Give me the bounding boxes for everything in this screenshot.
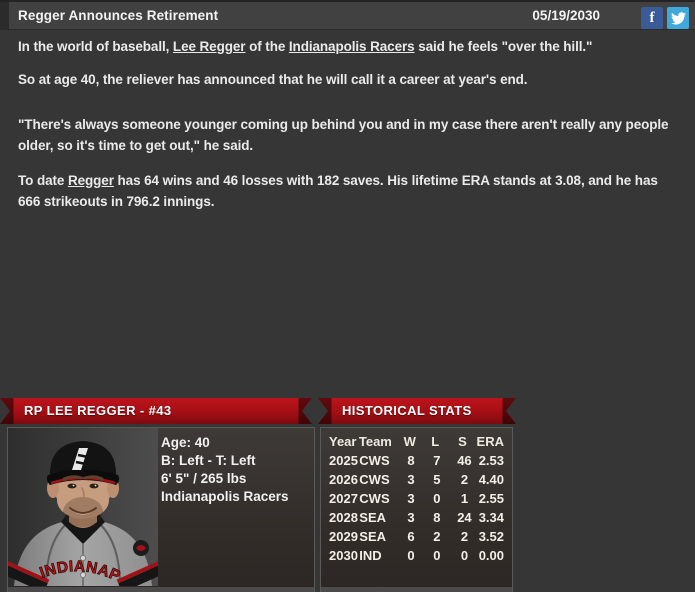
cell-s: 1 [460,491,469,506]
article-text: has 64 wins and 46 losses with 182 saves… [18,173,658,209]
cell-team: CWS [359,472,390,487]
cell-team: CWS [359,453,390,468]
player-age: Age: 40 [161,435,210,450]
table-header-row: Year Team W L S ERA [329,432,504,451]
twitter-share-button[interactable] [667,7,689,29]
player-card: INDIANAPOLIS Age: 40 B: Left - T: Left 6… [7,427,315,592]
cell-year: 2028 [329,510,358,525]
cell-era: 3.34 [478,510,505,525]
player-link[interactable]: Lee Regger [172,39,246,54]
cell-year: 2029 [329,529,358,544]
cell-l: 5 [433,472,441,487]
cell-l: 2 [433,529,441,544]
cell-s: 2 [460,529,469,544]
news-date: 05/19/2030 [532,8,600,23]
cell-year: 2025 [329,453,358,468]
column-header-w: W [403,434,416,449]
header-left-notch [0,2,9,30]
player-card-banner: RP LEE REGGER - #43 [0,398,312,424]
historical-stats-banner: HISTORICAL STATS [318,398,516,424]
player-card-banner-label: RP LEE REGGER - #43 [24,403,172,418]
table-row: 2027 CWS 3 0 1 2.55 [329,489,504,508]
historical-stats-table: Year Team W L S ERA 2025 CWS 8 7 46 2.53… [321,428,512,565]
article-text: To date [18,173,68,188]
cell-w: 3 [407,510,415,525]
historical-stats-banner-label: HISTORICAL STATS [342,403,472,418]
article-paragraph: So at age 40, the reliever has announced… [18,72,528,87]
table-row: 2025 CWS 8 7 46 2.53 [329,451,504,470]
cell-era: 2.53 [478,453,505,468]
player-bats-throws: B: Left - T: Left [161,453,256,468]
cell-w: 8 [407,453,415,468]
historical-stats-card: Year Team W L S ERA 2025 CWS 8 7 46 2.53… [320,427,513,592]
article-text: In the world of baseball, [18,39,173,54]
column-header-year: Year [329,434,357,449]
article-paragraph: In the world of baseball, Lee Regger of … [18,36,680,57]
table-row: 2030 IND 0 0 0 0.00 [329,546,504,565]
cell-team: IND [359,548,382,563]
table-row: 2028 SEA 3 8 24 3.34 [329,508,504,527]
player-height-weight: 6' 5" / 265 lbs [161,471,247,486]
cell-l: 7 [433,453,441,468]
table-row: 2026 CWS 3 5 2 4.40 [329,470,504,489]
cell-team: CWS [359,491,390,506]
player-info: Age: 40 B: Left - T: Left 6' 5" / 265 lb… [161,434,289,506]
player-link[interactable]: Regger [67,173,114,188]
cell-w: 3 [407,472,415,487]
cell-s: 46 [457,453,472,468]
cell-l: 0 [433,548,441,563]
column-header-era: ERA [476,434,504,449]
card-bottom-edge [8,587,314,592]
table-row: 2029 SEA 6 2 2 3.52 [329,527,504,546]
cell-w: 3 [407,491,415,506]
cell-team: SEA [359,510,387,525]
column-header-l: L [431,434,440,449]
article-paragraph: To date Regger has 64 wins and 46 losses… [18,170,680,212]
cell-era: 3.52 [478,529,505,544]
window-top-edge [0,0,695,2]
cell-s: 2 [460,472,469,487]
twitter-icon [670,11,686,25]
facebook-icon: f [649,9,655,26]
news-header-bar: Regger Announces Retirement 05/19/2030 f [0,2,695,30]
cell-l: 0 [433,491,441,506]
facebook-share-button[interactable]: f [641,7,663,29]
cell-year: 2030 [329,548,358,563]
cell-era: 4.40 [478,472,505,487]
team-link[interactable]: Indianapolis Racers [288,39,415,54]
cell-era: 2.55 [478,491,505,506]
cell-w: 6 [407,529,415,544]
cell-l: 8 [433,510,441,525]
article-text: said he feels "over the hill." [414,39,593,54]
cell-year: 2027 [329,491,358,506]
article-body: In the world of baseball, Lee Regger of … [18,36,680,224]
column-header-s: S [458,434,467,449]
player-portrait: INDIANAPOLIS [8,428,158,586]
article-paragraph: "There's always someone younger coming u… [18,117,669,153]
cell-team: SEA [359,529,387,544]
cell-s: 24 [457,510,472,525]
article-text: of the [245,39,289,54]
card-bottom-edge [321,587,512,592]
cell-year: 2026 [329,472,358,487]
column-header-team: Team [358,434,392,449]
cell-s: 0 [460,548,469,563]
news-title: Regger Announces Retirement [18,8,219,23]
cell-w: 0 [407,548,415,563]
cell-era: 0.00 [478,548,505,563]
player-team: Indianapolis Racers [161,489,289,504]
